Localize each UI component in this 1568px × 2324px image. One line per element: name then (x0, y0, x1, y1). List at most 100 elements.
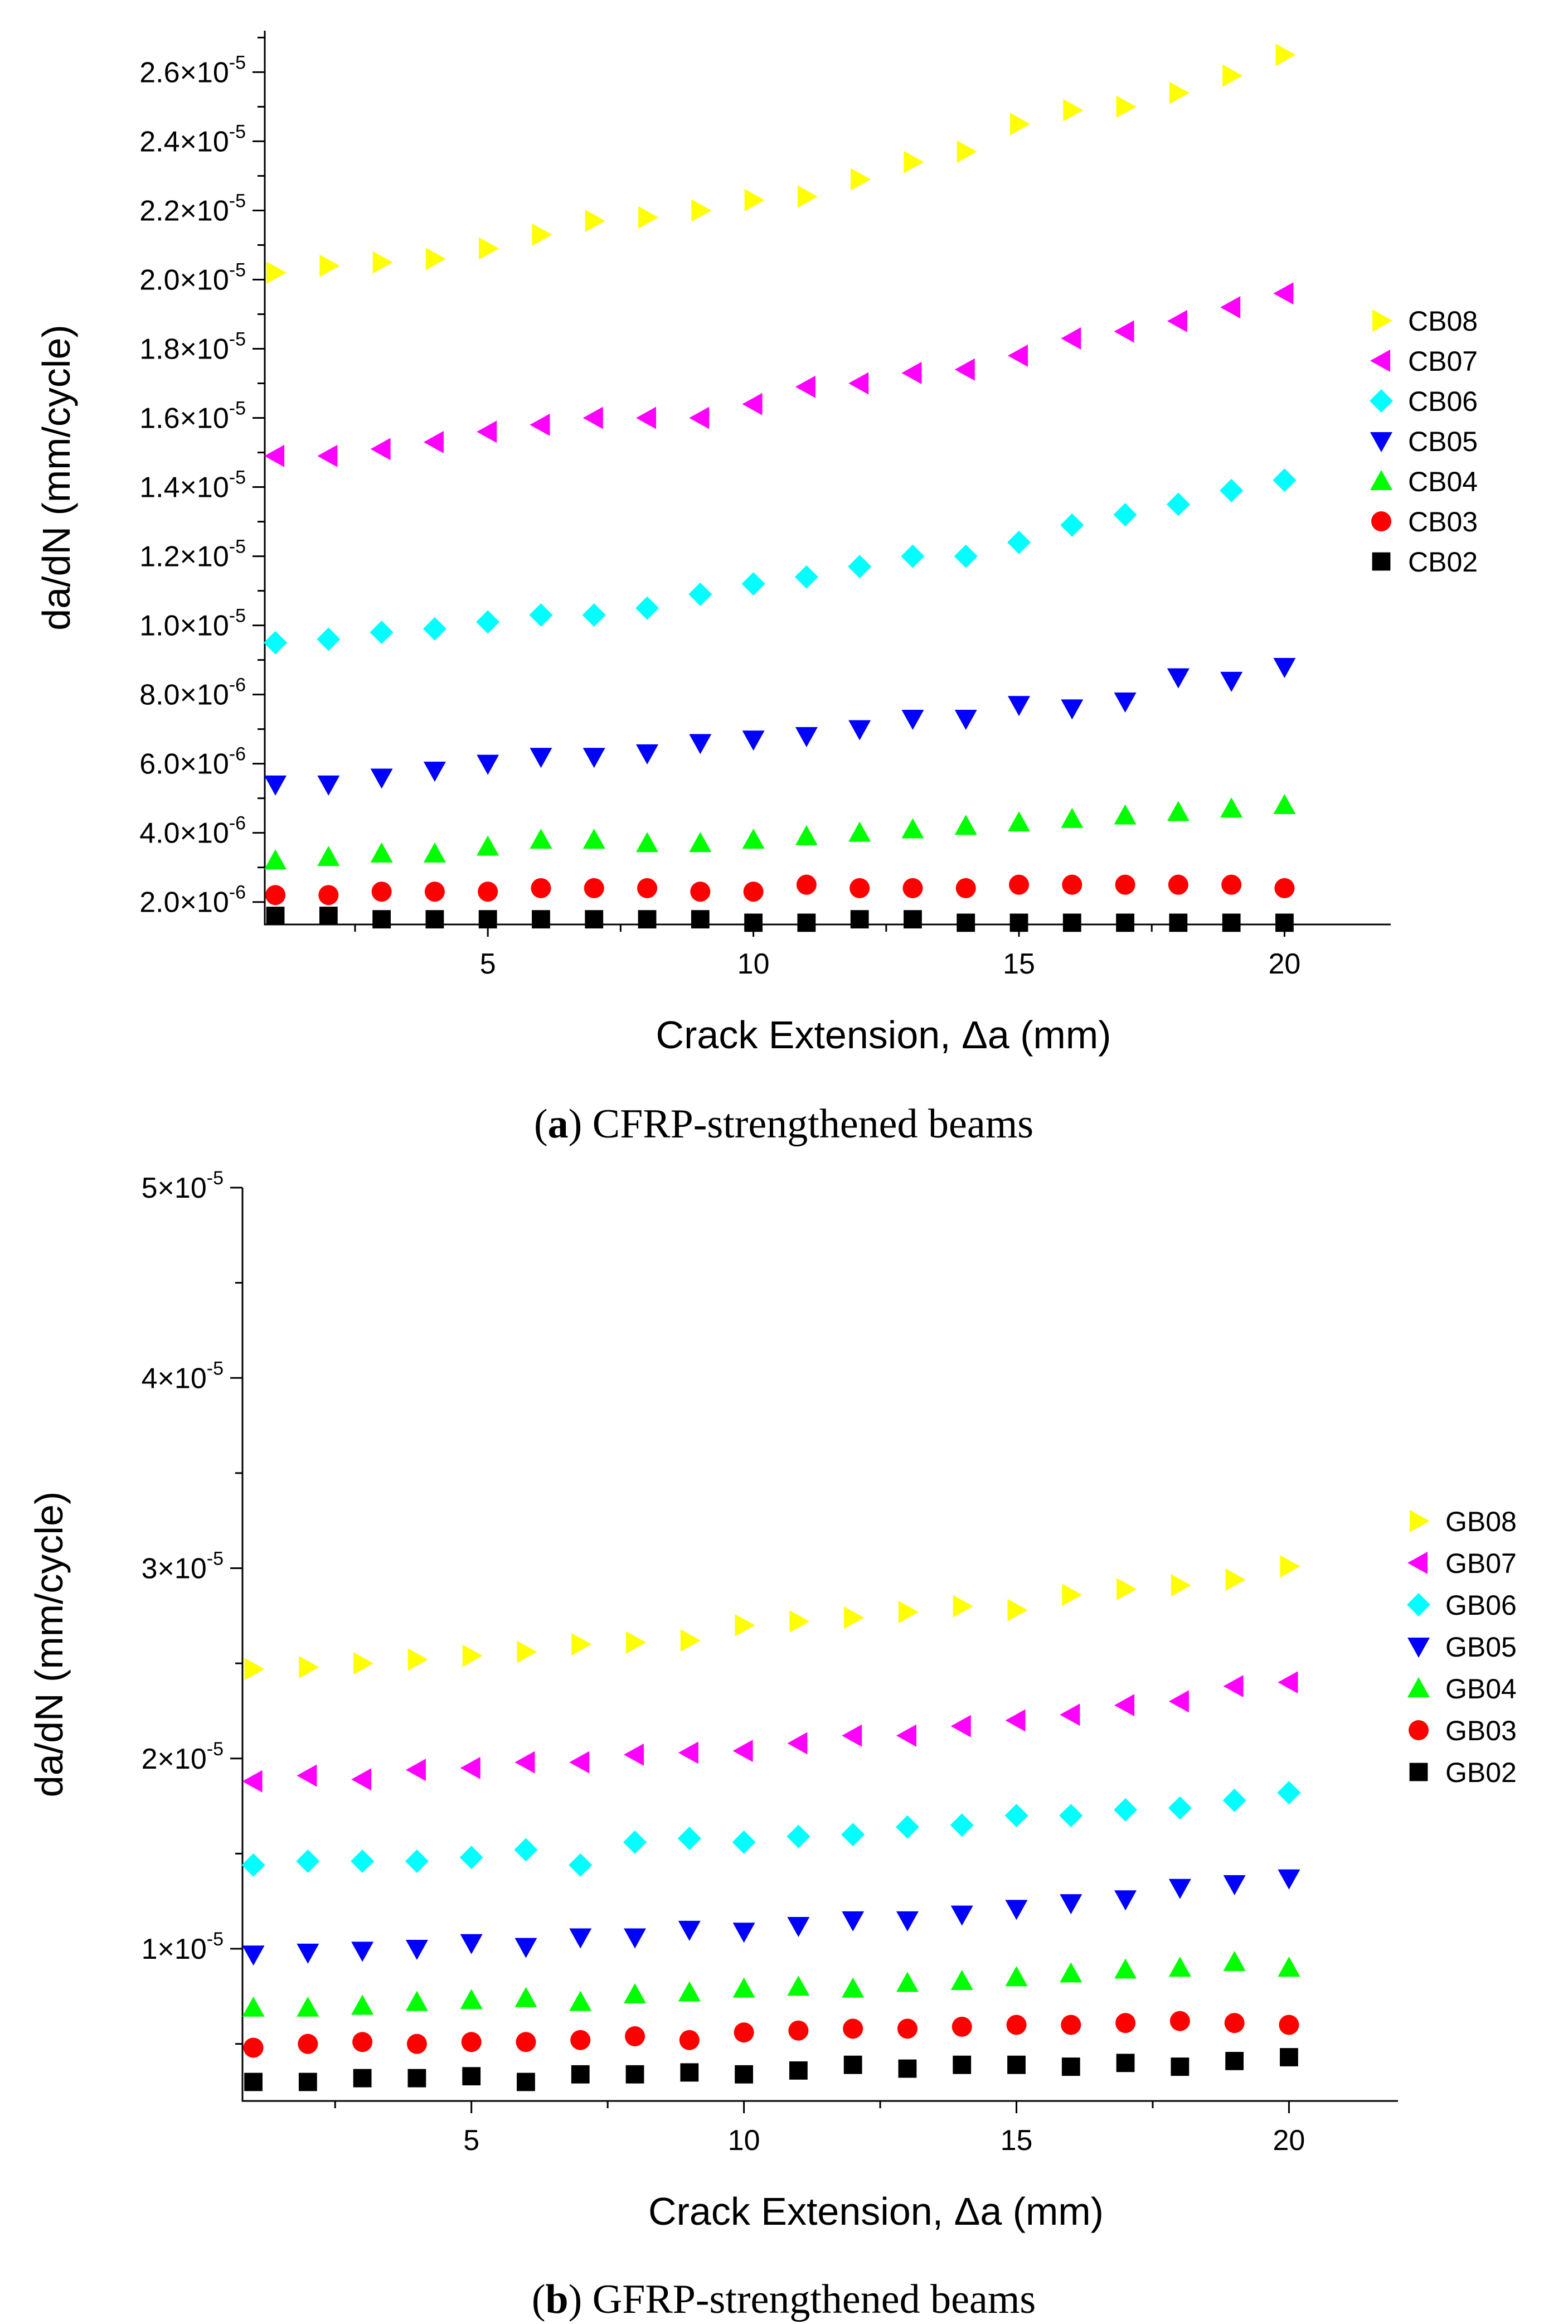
data-point (570, 2030, 591, 2050)
data-point (1059, 1804, 1083, 1828)
data-point (624, 1928, 647, 1949)
data-point (317, 444, 338, 467)
data-point (741, 572, 765, 596)
axes-frame (241, 1188, 1398, 2102)
data-point (424, 882, 445, 902)
data-point (636, 406, 657, 429)
data-point (407, 2069, 426, 2088)
data-point (1114, 320, 1134, 343)
legend-label: GB05 (1445, 1631, 1517, 1663)
data-point (571, 1633, 592, 1655)
data-point (1060, 1962, 1082, 1983)
legend-marker (1409, 1763, 1428, 1781)
data-point (1166, 492, 1190, 516)
y-axis-title: da/dN (mm/cycle) (27, 1492, 71, 1797)
series-cb07 (264, 282, 1294, 467)
data-point (516, 2032, 536, 2052)
data-point (848, 720, 871, 740)
data-point (317, 775, 340, 796)
data-point (243, 2037, 264, 2058)
data-point (371, 882, 392, 902)
data-point (298, 2034, 318, 2054)
x-tick-label: 20 (1273, 2124, 1305, 2157)
data-point (842, 1911, 865, 1931)
data-point (1222, 913, 1241, 932)
panel-a: 5 10 15 20 2.0×10-6 4.0×10-6 6.0×10-6 8.0×10-6 1… (35, 31, 1478, 1147)
y-tick-label: 2.4×10-5 (139, 121, 246, 158)
y-tick-label: 4.0×10-6 (139, 813, 246, 850)
data-point (902, 878, 923, 898)
x-tick-label: 15 (1001, 2124, 1033, 2157)
data-point (1007, 2055, 1026, 2074)
data-point (1275, 43, 1296, 66)
legend-marker (1409, 1720, 1429, 1740)
series-gb08 (244, 1555, 1300, 1681)
data-point (742, 829, 765, 849)
data-point (266, 907, 285, 925)
data-point (1008, 811, 1031, 832)
data-point (370, 842, 393, 863)
legend-label: CB03 (1408, 506, 1478, 538)
y-tick-label: 3×10-5 (142, 1548, 224, 1585)
data-point (848, 555, 872, 579)
data-point (571, 2065, 590, 2084)
data-point (1273, 468, 1297, 492)
data-point (1278, 1671, 1298, 1694)
data-point (1116, 95, 1137, 118)
data-point (744, 188, 765, 211)
series-cb02 (266, 907, 1294, 932)
legend-label: GB06 (1445, 1590, 1517, 1621)
data-point (789, 2061, 808, 2080)
data-point (1007, 1599, 1028, 1621)
data-point (677, 1827, 701, 1851)
data-point (638, 910, 657, 929)
legend-marker (1407, 1638, 1430, 1658)
data-point (459, 1846, 483, 1870)
data-point (1116, 1578, 1137, 1601)
y-tick-label: 8.0×10-6 (139, 675, 246, 711)
data-point (478, 910, 497, 929)
data-point (1004, 1804, 1028, 1828)
data-point (689, 406, 710, 429)
data-point (297, 1996, 319, 2017)
data-point (266, 262, 287, 284)
data-point (1169, 2011, 1190, 2031)
data-point (1008, 696, 1031, 716)
data-point (734, 2022, 754, 2043)
data-point (795, 825, 818, 845)
data-point (795, 727, 818, 748)
data-point (1060, 513, 1084, 537)
data-point (635, 596, 659, 620)
data-point (691, 199, 712, 222)
data-point (585, 910, 604, 929)
data-point (1273, 794, 1296, 815)
data-point (531, 878, 551, 898)
data-point (462, 1644, 483, 1667)
data-point (1114, 1890, 1137, 1911)
data-point (1114, 1694, 1135, 1717)
data-point (370, 768, 393, 789)
data-point (569, 1751, 590, 1774)
data-point (478, 882, 498, 902)
legend-label: GB07 (1445, 1548, 1517, 1579)
data-point (297, 1943, 319, 1964)
data-point (351, 1994, 374, 2015)
data-point (1005, 1900, 1028, 1920)
data-point (904, 910, 922, 929)
data-point (370, 621, 394, 645)
data-point (532, 223, 552, 246)
data-point (242, 1996, 265, 2017)
data-point (353, 1652, 374, 1675)
y-tick-label: 6.0×10-6 (139, 744, 246, 781)
series-cb08 (266, 43, 1296, 284)
data-point (1061, 2057, 1080, 2076)
data-point (1061, 2015, 1081, 2035)
data-point (732, 1977, 755, 1998)
data-point (901, 361, 922, 384)
data-point (582, 829, 605, 849)
data-point (1113, 503, 1137, 527)
data-point (351, 1768, 372, 1791)
data-point (514, 1938, 537, 1958)
data-point (1223, 1675, 1244, 1698)
data-point (372, 910, 391, 929)
